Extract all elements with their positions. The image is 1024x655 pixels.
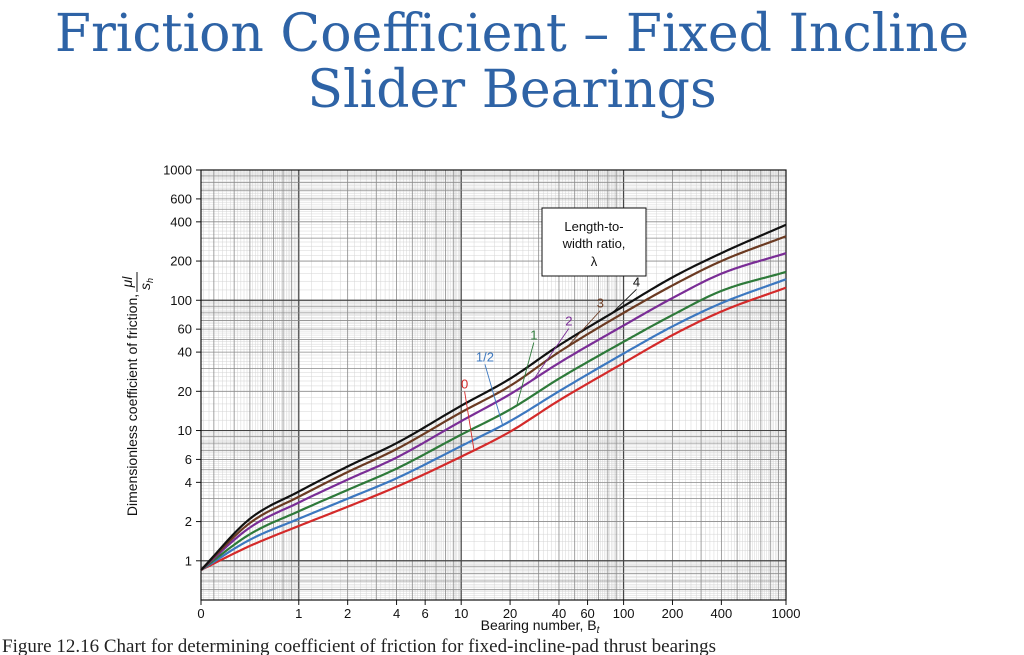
legend-frame [541, 207, 647, 277]
slide-title-line-2: Slider Bearings [307, 60, 717, 121]
y-axis-fraction-numerator: μl [119, 276, 135, 289]
y-tick-label: 100 [170, 293, 192, 308]
y-tick-label: 2 [185, 514, 192, 529]
series-line-1 [200, 278, 787, 571]
y-axis-fraction-denominator-subscript: h [145, 278, 155, 283]
legend-title-line-3: λ [591, 254, 598, 269]
x-tick-label: 1 [295, 606, 302, 621]
series-line-2 [200, 270, 787, 571]
curve-label-leader [516, 342, 535, 406]
series-line-3 [200, 252, 787, 571]
slide-title-line-1: Friction Coefficient – Fixed Incline [54, 4, 970, 64]
x-tick-label: 100 [613, 606, 635, 621]
plot-area-border [200, 169, 787, 601]
y-tick-label: 10 [178, 423, 192, 438]
series-line-5 [200, 223, 787, 571]
legend-title-line-1: Length-to- [564, 219, 623, 234]
x-axis-label-subscript: t [597, 625, 601, 636]
y-tick-label: 1 [185, 553, 192, 568]
y-tick-label: 600 [170, 191, 192, 206]
curve-label-leader [566, 310, 601, 348]
y-tick-label: 20 [178, 384, 192, 399]
x-tick-label: 10 [454, 606, 468, 621]
curve-label-1: 1/2 [476, 349, 494, 364]
x-tick-label: 4 [393, 606, 400, 621]
y-axis-label-text: Dimensionless coefficient of friction, [124, 294, 140, 516]
x-tick-label: 0 [197, 606, 204, 621]
series-line-0 [200, 286, 787, 571]
curve-label-4: 3 [597, 295, 604, 310]
legend-title-line-2: width ratio, [562, 236, 626, 251]
curve-label-3: 2 [565, 314, 572, 329]
y-axis-fraction-denominator-main: s [137, 283, 153, 290]
curve-label-5: 4 [633, 274, 640, 289]
x-tick-label: 1000 [772, 606, 801, 621]
y-tick-label: 400 [170, 214, 192, 229]
curve-label-2: 1 [530, 327, 537, 342]
y-tick-label: 1000 [163, 163, 192, 178]
y-tick-label: 4 [185, 475, 192, 490]
x-tick-label: 400 [711, 606, 733, 621]
y-tick-label: 6 [185, 452, 192, 467]
x-axis-label-main: Bearing number, B [481, 617, 597, 633]
curve-label-leader [611, 288, 637, 314]
x-tick-label: 6 [422, 606, 429, 621]
x-tick-label: 40 [552, 606, 566, 621]
curve-label-leader [464, 391, 475, 451]
x-tick-label: 60 [580, 606, 594, 621]
x-axis-label: Bearing number, Bt [481, 617, 601, 636]
x-tick-label: 2 [344, 606, 351, 621]
chart-grid [201, 169, 787, 601]
curve-label-leader [484, 364, 504, 426]
x-axis-label-text: Bearing number, Bt [481, 617, 601, 636]
y-axis-label: Dimensionless coefficient of friction, μ… [119, 272, 155, 516]
curve-label-0: 0 [461, 377, 468, 392]
legend-box: Length-to- width ratio, λ [541, 207, 647, 277]
y-axis-fraction-denominator: sh [137, 278, 155, 290]
slide-title: Friction Coefficient – Fixed Incline Sli… [0, 6, 1024, 118]
y-tick-label: 40 [178, 345, 192, 360]
series-lines [200, 223, 787, 571]
y-tick-label: 200 [170, 254, 192, 269]
curve-labels: 0 1/2 1 2 3 4 [461, 274, 640, 451]
x-tick-label: 200 [662, 606, 684, 621]
curve-label-leader [533, 328, 570, 380]
figure-caption: Figure 12.16 Chart for determining coeff… [2, 636, 717, 655]
x-tick-label: 20 [503, 606, 517, 621]
y-tick-label: 60 [178, 322, 192, 337]
axis-ticks: 0 1 2 4 6 10 20 40 60 100 200 400 100012461020406010… [163, 163, 800, 622]
